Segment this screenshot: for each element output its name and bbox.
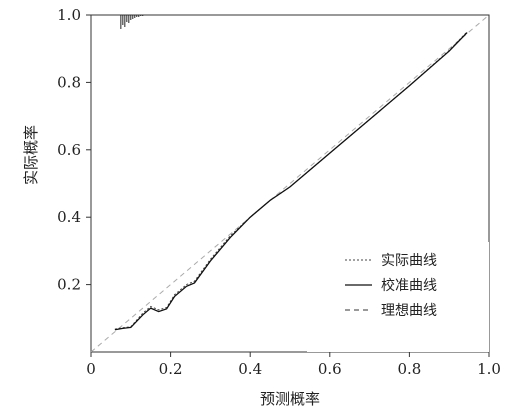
x-tick-label: 0.4	[238, 360, 262, 378]
legend-label: 校准曲线	[381, 277, 437, 294]
x-tick-label: 0.8	[397, 360, 421, 378]
ideal-layer	[90, 14, 490, 353]
series-line	[90, 14, 490, 353]
x-tick-label: 0.6	[318, 360, 342, 378]
legend-label: 实际曲线	[381, 253, 437, 269]
y-tick-label: 0.2	[57, 276, 81, 294]
x-tick-label: 1.0	[477, 360, 501, 378]
plot-frame	[90, 14, 490, 353]
y-tick-label: 0.4	[57, 208, 81, 226]
y-tick-label: 0.6	[57, 141, 81, 159]
x-axis: 0 0.2 0.4 0.6 0.8 1.0	[86, 352, 501, 378]
series-line	[114, 32, 468, 331]
y-tick-label: 1.0	[57, 6, 81, 24]
series-layer	[114, 31, 468, 331]
x-tick-label: 0	[86, 360, 96, 378]
legend-box	[307, 242, 489, 352]
rug-layer	[120, 15, 144, 29]
y-axis: 0.2 0.4 0.6 0.8 1.0	[57, 6, 91, 294]
y-tick-label: 0.8	[57, 73, 81, 91]
series-line	[114, 31, 468, 330]
x-axis-title: 预测概率	[260, 390, 320, 408]
legend-label: 理想曲线	[381, 303, 437, 319]
y-axis-title: 实际概率	[22, 125, 40, 185]
x-tick-label: 0.2	[159, 360, 183, 378]
